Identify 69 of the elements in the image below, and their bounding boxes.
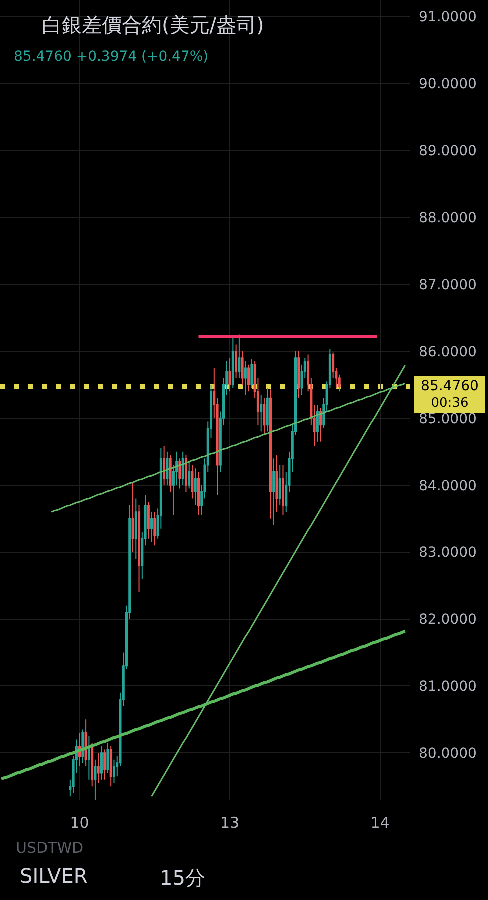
candlestick	[269, 389, 272, 520]
candlestick	[147, 502, 150, 540]
candlestick	[100, 746, 103, 780]
candlestick	[178, 458, 182, 490]
ref-line-label: 85.4760	[421, 378, 479, 394]
candlestick	[244, 361, 247, 396]
candlestick	[197, 471, 200, 516]
text: 00:36	[431, 396, 469, 411]
candlestick	[248, 364, 250, 392]
candlestick	[184, 454, 188, 493]
candlestick	[94, 759, 97, 800]
line-series	[0, 630, 407, 781]
candlestick	[169, 454, 172, 493]
candlestick	[272, 458, 276, 526]
candlestick	[278, 464, 282, 506]
candlestick	[282, 464, 285, 516]
y-tick-label: 85.0000	[419, 411, 477, 428]
y-tick-label: 81.0000	[419, 679, 477, 696]
candlestick	[235, 344, 238, 379]
candlestick	[110, 746, 112, 788]
candlestick	[88, 736, 90, 780]
candlestick	[188, 461, 191, 490]
candlestick	[238, 334, 241, 379]
candlestick	[316, 404, 319, 442]
candlestick	[84, 719, 88, 768]
candlestick	[228, 358, 232, 392]
candlestick	[138, 504, 141, 593]
text: 85.4760 +0.3974 (+0.47%)	[14, 49, 209, 65]
y-tick-label: 87.0000	[419, 277, 477, 294]
candlestick	[194, 468, 197, 506]
candlestick	[263, 398, 266, 436]
candlestick	[320, 408, 322, 442]
candlestick	[97, 752, 100, 784]
y-tick-label: 90.0000	[419, 76, 477, 93]
y-tick-label: 80.0000	[419, 746, 477, 762]
candlestick	[266, 388, 269, 432]
candlestick	[91, 742, 94, 788]
text: 15分	[160, 866, 206, 890]
text: SILVER	[20, 864, 88, 888]
text: USDTWD	[16, 839, 84, 857]
text: 白銀差價合約(美元/盎司)	[42, 13, 264, 37]
y-tick-label: 91.0000	[419, 10, 477, 26]
candlestick	[232, 338, 234, 389]
candlestick	[250, 359, 254, 389]
candlestick	[298, 350, 300, 399]
candlestick	[106, 742, 110, 774]
y-tick-label: 88.0000	[419, 210, 477, 226]
y-tick-label: 89.0000	[419, 144, 477, 160]
x-tick-label: 10	[70, 814, 90, 832]
candlestick	[104, 749, 106, 780]
candlestick	[112, 759, 116, 784]
candlestick	[163, 446, 166, 486]
y-tick-label: 82.0000	[419, 612, 477, 628]
x-tick-label: 14	[370, 814, 390, 832]
candlestick	[166, 451, 169, 486]
candlestick	[134, 498, 138, 560]
candlestick	[191, 464, 194, 500]
candlestick	[241, 350, 244, 386]
y-tick-label: 84.0000	[419, 478, 477, 494]
candlestick	[150, 512, 154, 543]
x-tick-label: 13	[220, 814, 240, 832]
y-tick-label: 86.0000	[419, 344, 477, 360]
candlestick	[82, 729, 84, 764]
candlestick	[132, 482, 134, 553]
candlestick	[276, 454, 278, 513]
candlestick	[182, 451, 184, 486]
y-tick-label: 83.0000	[419, 545, 477, 562]
candlestick	[260, 394, 263, 432]
candlestick	[154, 512, 156, 546]
